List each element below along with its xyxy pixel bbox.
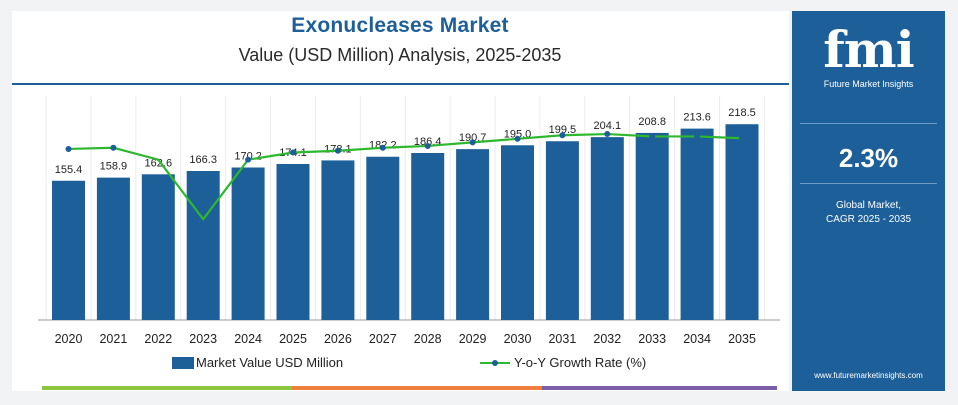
bar-2030 — [501, 145, 534, 320]
fmi-logo-subtitle: Future Market Insights — [823, 79, 914, 89]
bar-value-label-2022: 162.6 — [145, 157, 173, 169]
cagr-value: 2.3% — [838, 143, 899, 173]
cagr-label-line2: CAGR 2025 - 2035 — [825, 214, 912, 225]
bar-2035 — [725, 124, 759, 320]
growth-rate-point-2035 — [739, 135, 745, 142]
bar-value-label-2035: 218.5 — [728, 107, 756, 119]
growth-rate-point-2024 — [245, 156, 252, 163]
x-tick-label-2033: 2033 — [638, 332, 666, 346]
x-tick-label-2035: 2035 — [728, 332, 756, 346]
cagr-label-line1: Global Market, — [835, 200, 902, 211]
growth-rate-point-2020 — [65, 145, 72, 152]
x-tick-label-2029: 2029 — [459, 332, 487, 346]
website-link[interactable]: www.futuremarketinsights.com — [814, 371, 923, 380]
growth-rate-point-2032 — [604, 131, 611, 138]
title-divider — [12, 83, 789, 85]
x-tick-label-2031: 2031 — [548, 332, 576, 346]
bar-2028 — [411, 152, 445, 320]
bar-value-label-2032: 204.1 — [594, 120, 622, 132]
growth-rate-point-2034 — [694, 133, 701, 140]
growth-rate-point-2025 — [290, 149, 296, 156]
legend-item-growth-rate: Y-o-Y Growth Rate (%) — [480, 355, 646, 370]
legend-line-swatch — [480, 357, 510, 369]
bar-2024 — [231, 167, 265, 320]
bar-value-label-2033: 208.8 — [638, 116, 666, 128]
x-tick-label-2021: 2021 — [99, 332, 127, 346]
bar-2032 — [590, 137, 624, 320]
growth-rate-line — [68, 132, 743, 221]
growth-rate-point-2028 — [424, 142, 431, 149]
bar-2026 — [321, 160, 355, 320]
x-tick-label-2030: 2030 — [504, 332, 532, 346]
legend-bar-swatch — [172, 356, 194, 369]
fmi-logo[interactable]: fmi — [823, 20, 914, 79]
bar-2034 — [680, 128, 714, 320]
legend-label-market-value: Market Value USD Million — [196, 355, 344, 370]
accent-bar-purple — [542, 386, 777, 390]
bar-2029 — [456, 149, 490, 320]
info-sidebar: fmi Future Market Insights 2.3% Global M… — [792, 11, 945, 391]
x-tick-label-2024: 2024 — [234, 332, 262, 346]
growth-rate-point-2021 — [110, 144, 117, 151]
bar-2031 — [545, 141, 579, 320]
bar-value-label-2021: 158.9 — [100, 161, 128, 173]
x-tick-label-2027: 2027 — [369, 332, 397, 346]
legend-label-growth-rate: Y-o-Y Growth Rate (%) — [514, 355, 647, 370]
growth-rate-point-2033 — [649, 133, 656, 140]
sidebar-divider — [800, 123, 937, 124]
x-tick-label-2022: 2022 — [144, 332, 172, 346]
growth-rate-point-2029 — [469, 139, 476, 146]
bar-2021 — [96, 177, 130, 320]
chart-subtitle: Value (USD Million) Analysis, 2025-2035 — [238, 45, 562, 65]
bar-value-label-2023: 166.3 — [189, 154, 217, 166]
x-tick-label-2032: 2032 — [593, 332, 621, 346]
legend-item-market-value: Market Value USD Million — [172, 355, 343, 370]
bar-2027 — [366, 156, 400, 320]
growth-rate-point-2030 — [514, 135, 521, 142]
x-tick-label-2028: 2028 — [414, 332, 442, 346]
growth-rate-point-2031 — [559, 132, 566, 139]
accent-bar-green — [42, 386, 292, 390]
bar-value-label-2034: 213.6 — [683, 112, 711, 124]
bar-2023 — [186, 170, 220, 320]
chart-legend: Market Value USD Million Y-o-Y Growth Ra… — [0, 355, 790, 373]
growth-rate-point-2026 — [334, 147, 341, 154]
bar-value-label-2031: 199.5 — [549, 124, 577, 136]
x-tick-label-2034: 2034 — [683, 332, 711, 346]
x-tick-label-2020: 2020 — [55, 332, 83, 346]
bar-2022 — [141, 174, 175, 320]
cagr-label: Global Market, CAGR 2025 - 2035 — [792, 199, 945, 227]
bar-2033 — [635, 132, 669, 320]
x-tick-label-2025: 2025 — [279, 332, 307, 346]
sidebar-divider — [800, 183, 937, 184]
growth-rate-point-2027 — [379, 144, 386, 151]
x-tick-label-2023: 2023 — [189, 332, 217, 346]
bar-value-label-2020: 155.4 — [55, 164, 83, 176]
market-chart: 155.42020158.92021162.62022166.32023170.… — [38, 96, 780, 346]
chart-title: Exonucleases Market — [291, 14, 509, 37]
accent-bar-orange — [292, 386, 542, 390]
bar-2025 — [276, 164, 310, 320]
bar-2020 — [52, 180, 85, 320]
x-tick-label-2026: 2026 — [324, 332, 352, 346]
